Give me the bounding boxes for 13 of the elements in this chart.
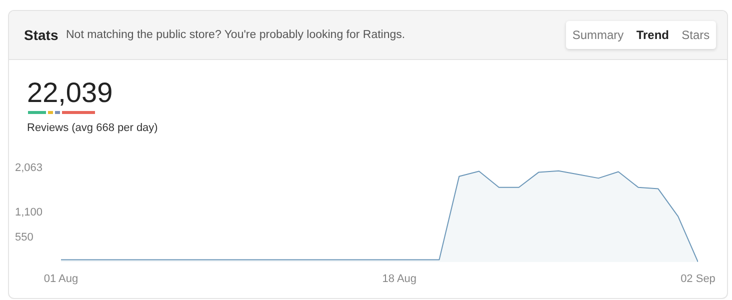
y-tick-label: 550 [15, 232, 34, 244]
chart-subtitle: Not matching the public store? You're probably looking for Ratings. [66, 29, 406, 41]
y-tick-label: 1,100 [15, 206, 43, 218]
x-tick-label: 18 Aug [382, 273, 417, 285]
text: Trend [636, 28, 669, 42]
y-tick-label: 2,063 [15, 162, 43, 174]
text: Summary [572, 28, 624, 42]
text: 22,039 [27, 77, 113, 109]
text: Stars [682, 28, 710, 42]
text: Reviews (avg 668 per day) [27, 122, 158, 134]
chart-title: Stats [24, 27, 58, 43]
x-tick-label: 02 Sep [680, 273, 716, 285]
x-tick-label: 01 Aug [44, 273, 78, 285]
